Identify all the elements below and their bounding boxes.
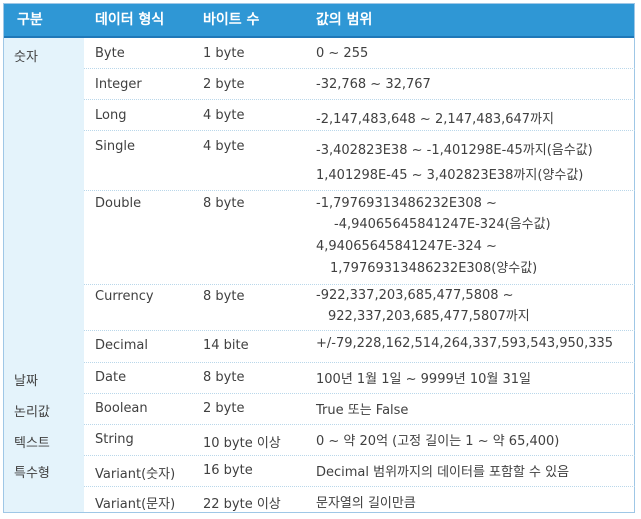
value-range-negative: -3,402823E38 ~ -1,401298E-45까지(음수값) [316,143,593,158]
byte-size: 4 byte [203,139,245,154]
header-value-range: 값의 범위 [316,12,373,28]
row-divider [84,68,635,69]
byte-size: 22 byte 이상 [203,497,281,512]
category-label: 논리값 [14,405,50,420]
row-divider [84,486,635,487]
data-type-name: Byte [95,46,125,61]
value-range: 0 ~ 255 [316,46,369,61]
value-range-negative-start: -1,79769313486232E308 ~ [316,196,497,211]
byte-size: 10 byte 이상 [203,436,281,451]
row-divider [84,393,635,394]
byte-size: 14 bite [203,338,249,353]
header-data-type: 데이터 형식 [95,12,165,28]
row-divider [84,130,635,131]
data-type-name: Variant(문자) [95,497,176,512]
value-range: 문자열의 길이만큼 [316,496,416,511]
row-divider [84,424,635,425]
byte-size: 2 byte [203,77,245,92]
byte-size: 8 byte [203,289,245,304]
byte-size: 2 byte [203,401,245,416]
row-divider [84,284,635,285]
byte-size: 16 byte [203,463,253,478]
value-range-positive-start: 4,94065645841247E-324 ~ [316,239,497,254]
data-type-table: 구분 데이터 형식 바이트 수 값의 범위 숫자 Byte 1 byte 0 ~… [3,3,635,513]
data-type-name: Boolean [95,401,148,416]
value-range: 100년 1월 1일 ~ 9999년 10월 31일 [316,372,531,387]
value-range: 0 ~ 약 20억 (고정 길이는 1 ~ 약 65,400) [316,434,560,449]
data-type-name: Single [95,139,135,154]
category-label: 날짜 [14,374,38,389]
category-label: 텍스트 [14,436,50,451]
row-divider [84,190,635,191]
value-range: True 또는 False [316,403,409,418]
value-range-negative-end: -4,94065645841247E-324(음수값) [334,217,551,232]
data-type-name: Variant(숫자) [95,467,176,482]
byte-size: 8 byte [203,196,245,211]
data-type-name: Date [95,370,127,385]
value-range: -32,768 ~ 32,767 [316,77,431,92]
row-divider [84,362,635,363]
value-range: Decimal 범위까지의 데이터를 포함할 수 있음 [316,465,570,480]
header-category: 구분 [17,12,43,28]
byte-size: 4 byte [203,108,245,123]
value-range: +/-79,228,162,514,264,337,593,543,950,33… [316,336,614,351]
table-header: 구분 데이터 형식 바이트 수 값의 범위 [4,4,634,38]
data-type-name: Double [95,196,142,211]
value-range-positive-end: 1,79769313486232E308(양수값) [330,261,538,276]
category-label: 숫자 [14,50,38,65]
row-divider [84,455,635,456]
value-range-positive: 1,401298E-45 ~ 3,402823E38까지(양수값) [316,168,584,183]
data-type-name: Integer [95,77,142,92]
data-type-name: Long [95,108,127,123]
byte-size: 1 byte [203,46,245,61]
value-range: -2,147,483,648 ~ 2,147,483,647까지 [316,112,554,127]
data-type-name: Decimal [95,338,149,353]
row-divider [84,99,635,100]
row-divider [84,330,635,331]
category-column [4,38,84,512]
value-range-end: 922,337,203,685,477,5807까지 [328,309,530,324]
category-label: 특수형 [14,466,50,481]
byte-size: 8 byte [203,370,245,385]
data-type-name: Currency [95,289,154,304]
header-byte-count: 바이트 수 [203,12,260,28]
data-type-name: String [95,432,134,447]
value-range-start: -922,337,203,685,477,5808 ~ [316,288,514,303]
